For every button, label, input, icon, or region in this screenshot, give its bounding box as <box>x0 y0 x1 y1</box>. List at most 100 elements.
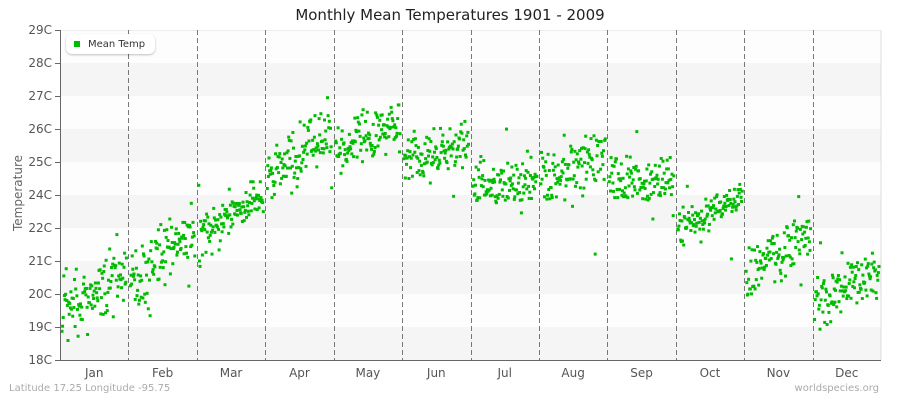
data-point <box>611 181 615 185</box>
data-point <box>243 208 247 212</box>
data-point <box>462 138 466 142</box>
data-point <box>215 225 219 229</box>
data-point <box>266 164 270 168</box>
data-point <box>260 198 264 202</box>
data-point <box>258 180 262 184</box>
data-point <box>142 252 145 256</box>
data-point <box>116 294 119 298</box>
data-point <box>803 244 807 247</box>
data-point <box>452 194 456 198</box>
data-point <box>102 264 106 268</box>
data-point <box>534 180 538 184</box>
data-point <box>628 175 632 179</box>
data-point <box>572 174 576 178</box>
data-point <box>212 216 216 220</box>
data-point <box>428 149 432 153</box>
data-point <box>747 277 751 281</box>
data-point <box>796 240 800 244</box>
data-point <box>203 219 207 223</box>
data-point <box>252 199 256 203</box>
data-point <box>394 126 398 130</box>
data-point <box>311 138 315 142</box>
data-point <box>440 143 444 147</box>
data-point <box>251 180 255 184</box>
data-point <box>821 310 825 314</box>
data-point <box>658 191 662 195</box>
data-point <box>173 242 177 246</box>
data-point <box>708 206 712 210</box>
data-point <box>479 184 483 188</box>
data-point <box>872 266 876 270</box>
data-point <box>291 131 295 134</box>
data-point <box>114 278 118 282</box>
data-point <box>584 134 588 138</box>
data-point <box>577 160 580 164</box>
data-point <box>508 188 511 192</box>
data-point <box>313 114 317 118</box>
data-point <box>323 118 326 122</box>
data-point <box>785 226 789 230</box>
data-point <box>762 268 766 271</box>
data-point <box>180 236 184 240</box>
data-point <box>813 318 817 321</box>
data-point <box>632 166 636 169</box>
data-point <box>380 113 384 117</box>
data-point <box>522 191 526 195</box>
data-point <box>831 276 835 280</box>
data-point <box>356 116 360 120</box>
data-point <box>792 262 796 266</box>
data-point <box>222 225 226 229</box>
data-point <box>453 163 457 167</box>
data-point <box>139 274 143 278</box>
data-point <box>801 225 805 229</box>
data-point <box>835 280 839 284</box>
data-point <box>724 205 728 208</box>
data-point <box>733 200 737 204</box>
data-point <box>289 139 293 143</box>
data-point <box>199 219 203 223</box>
data-point <box>630 181 634 185</box>
data-point <box>714 207 718 211</box>
data-point <box>375 115 379 119</box>
data-point <box>353 140 357 144</box>
data-point <box>565 178 569 182</box>
data-point <box>731 202 735 206</box>
data-point <box>685 184 689 188</box>
data-point <box>553 173 557 177</box>
data-point <box>764 264 768 267</box>
data-point <box>808 248 812 252</box>
data-point <box>168 217 172 221</box>
data-point <box>285 151 289 155</box>
data-point <box>791 223 795 227</box>
data-point <box>135 294 139 298</box>
data-point <box>170 241 174 244</box>
data-point <box>240 220 244 223</box>
data-point <box>176 250 179 254</box>
data-point <box>342 141 346 145</box>
data-point <box>635 191 639 195</box>
data-point <box>719 215 723 219</box>
data-point <box>723 201 727 205</box>
data-point <box>490 178 494 182</box>
data-point <box>451 147 455 151</box>
data-point <box>715 195 718 199</box>
data-point <box>182 233 185 237</box>
data-point <box>324 142 328 146</box>
data-point <box>839 284 843 288</box>
data-point <box>304 164 308 168</box>
data-point <box>76 334 80 338</box>
data-point <box>208 239 212 243</box>
data-point <box>510 165 514 169</box>
data-point <box>585 150 589 154</box>
data-point <box>271 180 275 184</box>
data-point <box>207 222 211 226</box>
data-point <box>284 174 288 178</box>
data-point <box>220 230 224 234</box>
data-point <box>103 292 107 296</box>
data-point <box>732 187 736 191</box>
data-point <box>530 197 533 200</box>
data-point <box>63 298 67 302</box>
data-point <box>635 130 639 134</box>
data-point <box>239 211 243 215</box>
data-point <box>192 234 196 238</box>
